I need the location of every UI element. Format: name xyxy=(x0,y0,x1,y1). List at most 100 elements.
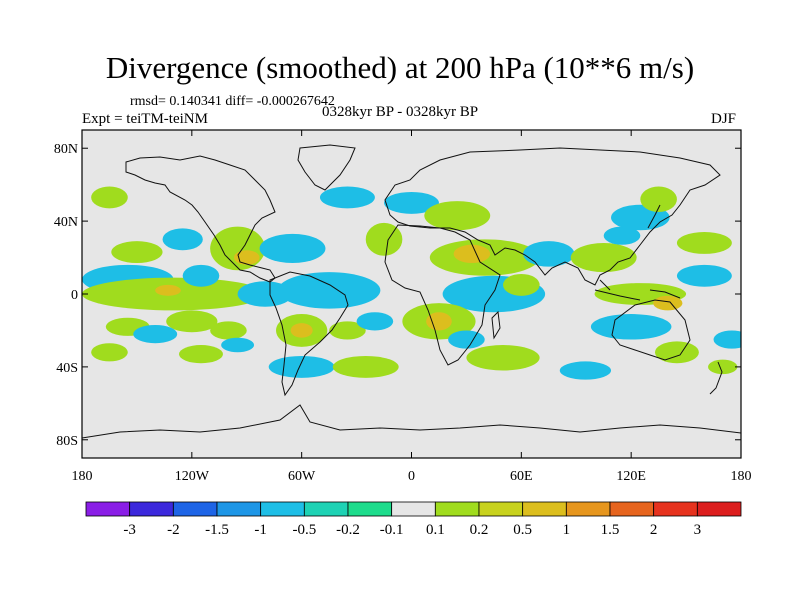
x-tick-label: 60W xyxy=(288,469,316,484)
colorbar-label: 0.1 xyxy=(426,522,445,538)
contour-region xyxy=(210,321,247,340)
coast-north-america xyxy=(125,155,276,283)
contour-region xyxy=(155,284,181,296)
contour-region xyxy=(466,345,540,371)
coast-madagascar xyxy=(491,310,501,340)
coast-new-zealand xyxy=(709,361,723,395)
coast-greenland xyxy=(297,144,356,191)
coast-australia xyxy=(611,299,691,361)
contour-region xyxy=(277,272,381,309)
colorbar-label: -0.1 xyxy=(380,522,404,538)
contour-region xyxy=(523,241,575,267)
colorbar-swatch xyxy=(391,501,436,517)
colorbar-swatch xyxy=(522,501,567,517)
coast-africa xyxy=(384,224,501,366)
x-tick-label: 0 xyxy=(408,469,415,484)
colorbar-label: -1 xyxy=(254,522,267,538)
colorbar-label: -1.5 xyxy=(205,522,229,538)
y-tick-label: 0 xyxy=(71,288,78,303)
colorbar-swatch xyxy=(85,501,131,517)
contour-region xyxy=(503,273,540,296)
coast-japan xyxy=(647,204,661,229)
axis-ticks: 180 120W 60W 0 60E 120E 180 80N 40N 0 40S 80S xyxy=(54,130,752,484)
contour-region xyxy=(654,341,699,364)
colorbar-label: 1 xyxy=(563,522,571,538)
contour-region xyxy=(640,186,677,212)
contour-region xyxy=(111,241,163,264)
x-tick-label: 180 xyxy=(731,469,752,484)
colorbar-label: -0.5 xyxy=(292,522,316,538)
y-tick-label: 40S xyxy=(56,361,78,376)
contour-region xyxy=(365,222,403,256)
colorbar-label: 3 xyxy=(694,522,702,538)
contour-region xyxy=(384,191,439,214)
colorbar: -3 -2 -1.5 -1 -0.5 -0.2 -0.1 0.1 0.2 0.5 1 1.5 2 3 xyxy=(85,501,742,538)
contour-region xyxy=(676,232,732,254)
colorbar-label: 2 xyxy=(650,522,658,538)
contour-region xyxy=(133,324,178,344)
contour-region xyxy=(268,355,335,378)
colorbar-label: -3 xyxy=(123,522,136,538)
colorbar-swatch xyxy=(303,501,349,517)
contour-region xyxy=(332,355,399,378)
contour-region xyxy=(559,361,612,380)
x-tick-label: 60E xyxy=(510,469,533,484)
colorbar-swatch xyxy=(434,501,480,517)
colorbar-label: 0.2 xyxy=(470,522,489,538)
experiment-label: Expt = teiTM-teiNM xyxy=(82,111,208,127)
colorbar-swatch xyxy=(347,501,393,517)
contour-region xyxy=(162,228,203,251)
period-label: 0328kyr BP - 0328kyr BP xyxy=(322,104,479,120)
colorbar-swatch xyxy=(609,501,655,517)
colorbar-label: 0.5 xyxy=(513,522,532,538)
colorbar-label: 1.5 xyxy=(601,522,620,538)
contour-regions xyxy=(82,186,741,380)
contour-region xyxy=(210,226,266,271)
contour-region xyxy=(329,321,366,340)
contour-region xyxy=(166,310,218,333)
contour-region xyxy=(453,244,491,264)
contour-region xyxy=(290,323,313,338)
contour-region xyxy=(713,330,741,349)
x-tick-label: 120W xyxy=(175,469,210,484)
contour-region xyxy=(91,343,128,362)
coast-indonesia xyxy=(594,279,681,301)
contour-region xyxy=(179,345,223,364)
contour-region xyxy=(426,312,452,331)
colorbar-swatch xyxy=(653,501,698,517)
colorbar-swatch xyxy=(565,501,611,517)
season-label: DJF xyxy=(711,111,737,127)
contour-region xyxy=(356,312,394,331)
contour-region xyxy=(676,264,732,287)
colorbar-swatch xyxy=(696,501,742,517)
contour-region xyxy=(182,264,220,287)
contour-region xyxy=(259,233,326,264)
coast-eurasia xyxy=(384,147,721,286)
contour-region xyxy=(233,250,260,265)
colorbar-swatch xyxy=(260,501,305,517)
contour-region xyxy=(319,186,375,209)
contour-region xyxy=(653,295,683,311)
contour-region xyxy=(603,226,641,245)
contour-region xyxy=(221,337,255,353)
x-tick-label: 180 xyxy=(72,469,93,484)
contour-region xyxy=(91,186,128,209)
contour-region xyxy=(448,330,485,349)
y-tick-label: 80S xyxy=(56,434,78,449)
contour-region xyxy=(570,242,637,273)
y-tick-label: 40N xyxy=(54,215,78,230)
colorbar-label: -2 xyxy=(167,522,180,538)
y-tick-label: 80N xyxy=(54,142,78,157)
colorbar-label: -0.2 xyxy=(336,522,360,538)
coast-antarctica xyxy=(82,404,741,439)
contour-region xyxy=(424,201,491,231)
coastlines xyxy=(82,144,741,439)
contour-region xyxy=(590,314,672,340)
colorbar-swatch xyxy=(478,501,524,517)
colorbar-swatch xyxy=(129,501,174,517)
x-tick-label: 120E xyxy=(616,469,646,484)
contour-region xyxy=(708,359,738,375)
colorbar-swatch xyxy=(172,501,218,517)
coast-south-america xyxy=(269,271,349,397)
